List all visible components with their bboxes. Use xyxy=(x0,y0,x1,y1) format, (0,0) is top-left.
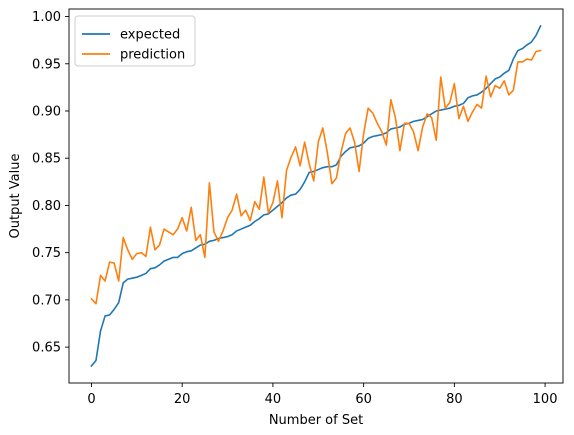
y-tick-label: 0.90 xyxy=(32,105,61,120)
y-tick-label: 0.95 xyxy=(32,57,61,72)
y-tick-label: 1.00 xyxy=(32,10,61,25)
legend-label-prediction: prediction xyxy=(120,48,185,63)
y-tick-label: 0.80 xyxy=(32,199,61,214)
x-tick-label: 20 xyxy=(174,392,191,407)
x-tick-label: 0 xyxy=(87,392,95,407)
y-tick-label: 0.70 xyxy=(32,293,61,308)
y-tick-label: 0.85 xyxy=(32,152,61,167)
x-axis-label: Number of Set xyxy=(269,413,363,428)
series-line-expected xyxy=(90,24,542,368)
y-tick-label: 0.65 xyxy=(32,341,61,356)
series-line-prediction xyxy=(90,49,542,305)
plot-frame xyxy=(68,8,564,384)
x-tick-label: 60 xyxy=(355,392,372,407)
x-tick-label: 100 xyxy=(533,392,558,407)
legend-label-expected: expected xyxy=(120,28,180,43)
y-axis-label: Output Value xyxy=(8,154,23,239)
x-tick-label: 80 xyxy=(446,392,463,407)
x-tick-label: 40 xyxy=(265,392,282,407)
y-tick-label: 0.75 xyxy=(32,246,61,261)
